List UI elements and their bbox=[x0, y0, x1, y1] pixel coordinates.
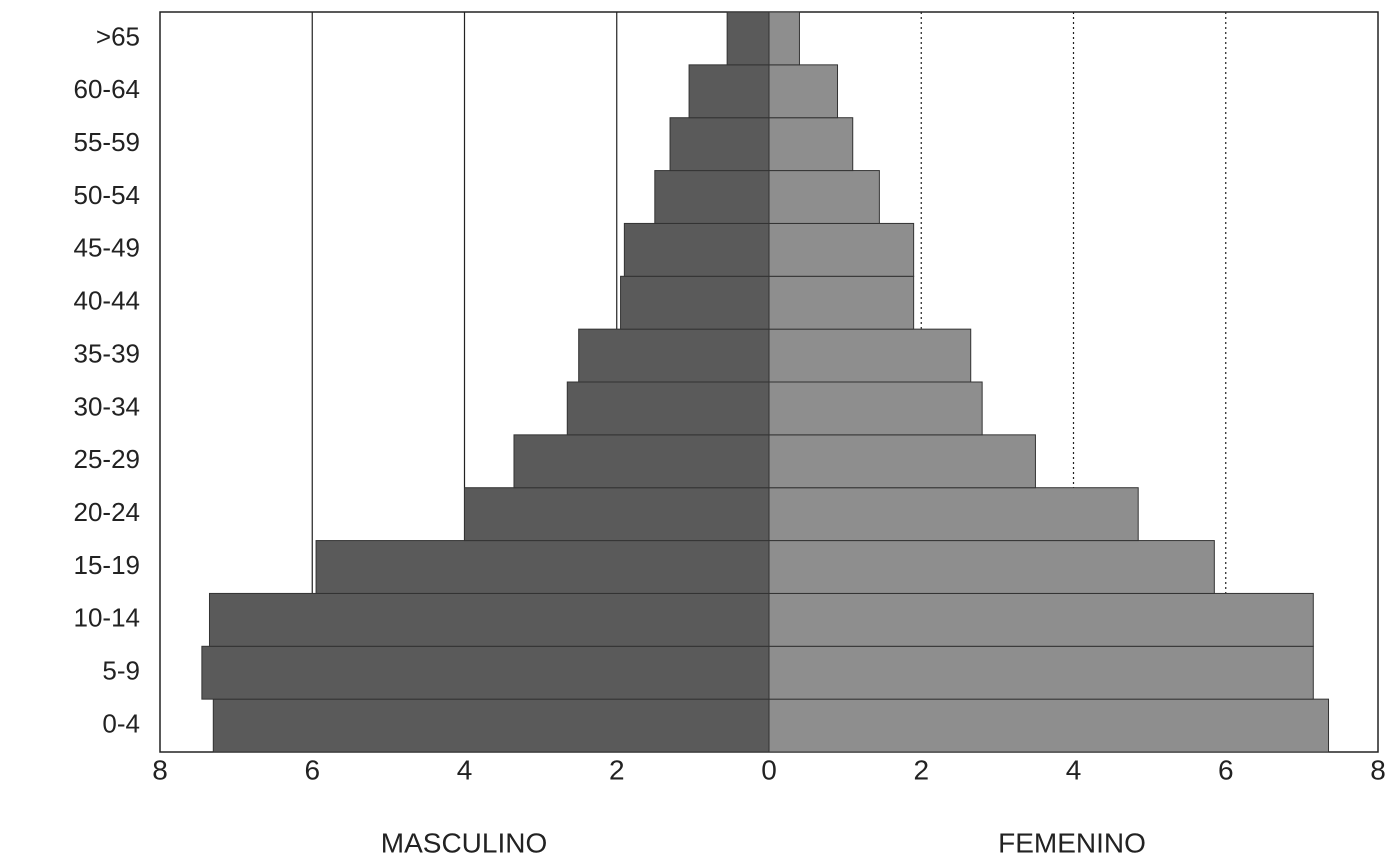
bar bbox=[201, 645, 770, 700]
bar bbox=[768, 540, 1215, 594]
bar bbox=[623, 222, 770, 277]
y-tick-label: 15-19 bbox=[74, 550, 141, 580]
bar bbox=[768, 698, 1330, 753]
bar bbox=[464, 487, 770, 542]
bar bbox=[768, 222, 915, 277]
y-tick-label: 5-9 bbox=[102, 656, 140, 686]
x-tick-label: 8 bbox=[152, 754, 168, 785]
y-tick-label: 25-29 bbox=[74, 444, 141, 474]
bar bbox=[768, 170, 880, 224]
bar bbox=[768, 645, 1314, 700]
bar bbox=[513, 434, 770, 489]
y-tick-label: >65 bbox=[96, 21, 140, 51]
x-tick-label: 6 bbox=[1218, 754, 1234, 785]
y-tick-label: 10-14 bbox=[74, 603, 141, 633]
bar bbox=[768, 117, 854, 172]
bar bbox=[688, 64, 770, 119]
bar bbox=[578, 328, 770, 383]
y-tick-label: 40-44 bbox=[74, 286, 141, 316]
y-tick-label: 35-39 bbox=[74, 338, 141, 368]
bar bbox=[768, 434, 1036, 489]
x-tick-label: 6 bbox=[304, 754, 320, 785]
y-tick-label: 50-54 bbox=[74, 180, 141, 210]
y-tick-label: 0-4 bbox=[102, 708, 140, 738]
x-tick-label: 2 bbox=[609, 754, 625, 785]
bar bbox=[654, 170, 770, 224]
bar bbox=[669, 117, 770, 172]
bar bbox=[768, 11, 800, 66]
y-tick-label: 60-64 bbox=[74, 74, 141, 104]
y-tick-label: 20-24 bbox=[74, 497, 141, 527]
bar bbox=[768, 381, 983, 436]
bar bbox=[726, 11, 770, 66]
bar bbox=[208, 592, 770, 647]
y-tick-label: 55-59 bbox=[74, 127, 141, 157]
bar bbox=[315, 540, 770, 594]
y-tick-label: 45-49 bbox=[74, 233, 141, 263]
bar bbox=[620, 275, 770, 330]
x-tick-label: 4 bbox=[457, 754, 473, 785]
x-tick-label: 0 bbox=[761, 754, 777, 785]
x-tick-label: 2 bbox=[913, 754, 929, 785]
x-tick-label: 4 bbox=[1066, 754, 1082, 785]
axis-label: FEMENINO bbox=[998, 827, 1146, 858]
axis-label: MASCULINO bbox=[381, 827, 547, 858]
x-tick-label: 8 bbox=[1370, 754, 1386, 785]
bar bbox=[768, 592, 1314, 647]
bar bbox=[566, 381, 770, 436]
bar bbox=[768, 64, 839, 119]
y-tick-label: 30-34 bbox=[74, 391, 141, 421]
bar bbox=[768, 328, 972, 383]
bar bbox=[212, 698, 770, 753]
bar bbox=[768, 275, 915, 330]
bar bbox=[768, 487, 1139, 542]
